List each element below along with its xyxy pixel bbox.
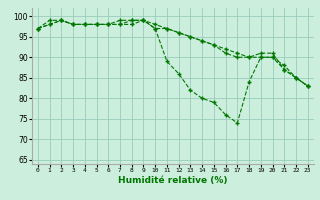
X-axis label: Humidité relative (%): Humidité relative (%) — [118, 176, 228, 185]
